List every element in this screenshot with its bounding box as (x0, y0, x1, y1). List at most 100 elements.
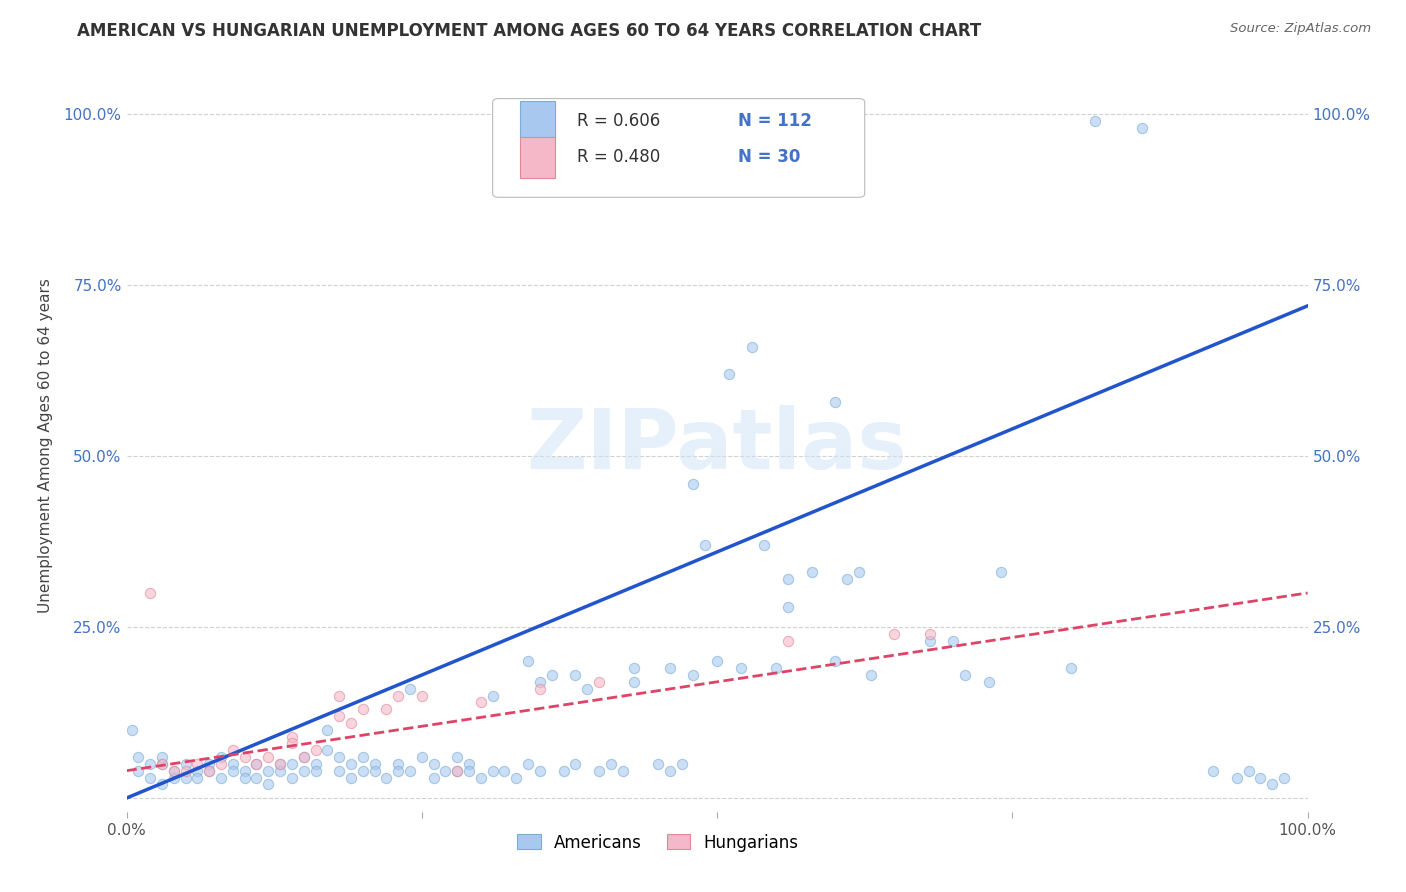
Point (682, 668, 704, 682)
Text: R = 0.606: R = 0.606 (576, 112, 659, 130)
Text: N = 112: N = 112 (738, 112, 813, 130)
Point (553, 764, 575, 778)
Point (658, 764, 681, 778)
Point (139, 756, 162, 771)
Point (612, 764, 634, 778)
Point (434, 764, 457, 778)
Point (446, 764, 468, 778)
Point (824, 654, 846, 668)
Point (222, 756, 245, 771)
Point (328, 764, 350, 778)
Point (494, 764, 516, 778)
Point (695, 538, 717, 552)
Point (481, 689, 503, 703)
Point (257, 764, 280, 778)
Point (292, 750, 315, 764)
Point (209, 771, 232, 785)
Point (1202, 764, 1225, 778)
Point (682, 476, 704, 491)
Point (1237, 764, 1260, 778)
Point (505, 771, 527, 785)
Point (150, 756, 173, 771)
Point (529, 764, 551, 778)
Point (481, 764, 503, 778)
Point (375, 771, 398, 785)
Point (163, 764, 186, 778)
Point (835, 572, 858, 586)
Point (411, 750, 433, 764)
Point (1226, 771, 1249, 785)
Point (564, 756, 586, 771)
Point (198, 764, 221, 778)
Point (918, 633, 941, 648)
Point (990, 566, 1012, 580)
Point (127, 750, 149, 764)
Point (446, 764, 468, 778)
Point (292, 750, 315, 764)
Point (375, 702, 398, 716)
Point (1130, 121, 1153, 136)
Point (800, 566, 823, 580)
Point (328, 750, 350, 764)
Point (127, 764, 149, 778)
Point (233, 750, 256, 764)
Point (139, 586, 162, 600)
Point (564, 668, 586, 682)
Point (269, 756, 291, 771)
Point (470, 695, 492, 709)
Point (953, 668, 976, 682)
Point (292, 764, 315, 778)
Point (304, 756, 326, 771)
Text: AMERICAN VS HUNGARIAN UNEMPLOYMENT AMONG AGES 60 TO 64 YEARS CORRELATION CHART: AMERICAN VS HUNGARIAN UNEMPLOYMENT AMONG… (77, 22, 981, 40)
Point (765, 661, 787, 675)
Point (741, 340, 763, 354)
Point (222, 764, 245, 778)
Point (174, 756, 197, 771)
Point (186, 771, 208, 785)
Point (623, 661, 645, 675)
Point (150, 750, 173, 764)
Point (163, 764, 186, 778)
Point (269, 764, 291, 778)
Point (446, 750, 468, 764)
Point (363, 764, 385, 778)
Y-axis label: Unemployment Among Ages 60 to 64 years: Unemployment Among Ages 60 to 64 years (38, 278, 52, 614)
Point (730, 661, 752, 675)
Point (458, 756, 481, 771)
Point (245, 771, 267, 785)
Point (316, 743, 339, 757)
Point (139, 771, 162, 785)
Point (1084, 114, 1107, 128)
Point (776, 633, 799, 648)
Point (352, 750, 374, 764)
Point (328, 689, 350, 703)
Point (399, 681, 422, 696)
Point (717, 368, 740, 382)
Point (1261, 777, 1284, 791)
Point (540, 668, 562, 682)
Point (387, 764, 409, 778)
Point (942, 633, 965, 648)
Point (387, 756, 409, 771)
Point (918, 627, 941, 641)
Point (174, 771, 197, 785)
Point (198, 756, 221, 771)
Point (209, 756, 232, 771)
Point (304, 743, 326, 757)
Point (422, 756, 444, 771)
Point (1249, 771, 1271, 785)
Point (150, 777, 173, 791)
Point (340, 756, 363, 771)
Point (671, 756, 693, 771)
Point (340, 715, 363, 730)
Point (269, 756, 291, 771)
Point (588, 674, 610, 689)
Point (233, 764, 256, 778)
Point (245, 756, 267, 771)
Point (470, 771, 492, 785)
Text: R = 0.480: R = 0.480 (576, 148, 659, 167)
Point (222, 743, 245, 757)
Point (623, 674, 645, 689)
Point (1272, 771, 1295, 785)
Point (458, 764, 481, 778)
